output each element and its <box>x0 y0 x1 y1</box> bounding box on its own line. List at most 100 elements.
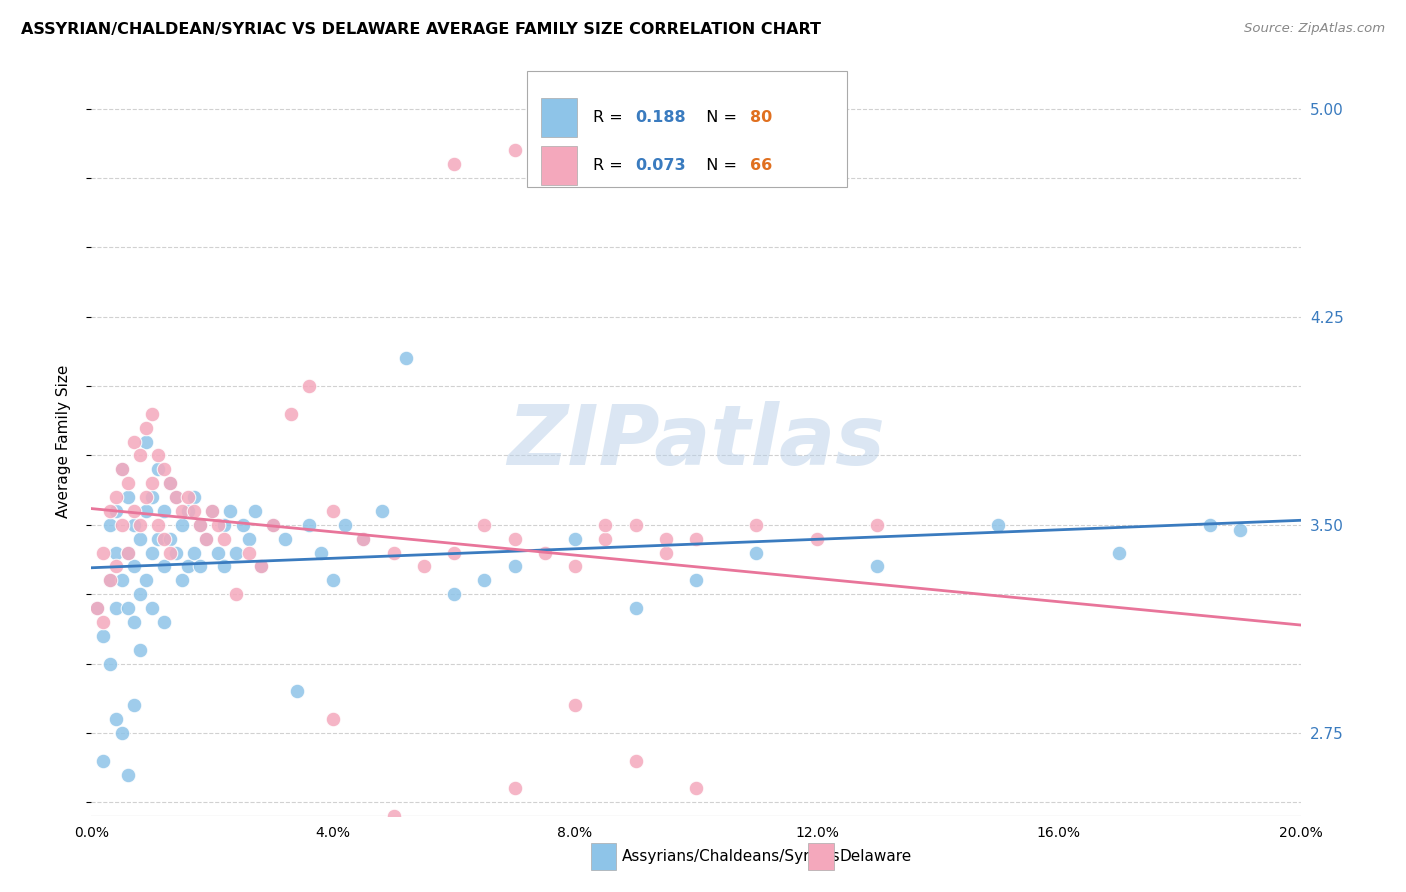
Point <box>322 712 344 726</box>
Point <box>86 601 108 615</box>
Point <box>285 684 308 698</box>
Point <box>104 559 127 574</box>
Point <box>146 449 169 463</box>
Point <box>159 532 181 546</box>
Point <box>322 574 344 588</box>
Point <box>111 462 132 476</box>
Point <box>262 517 284 532</box>
Point <box>98 504 121 518</box>
Point <box>128 642 150 657</box>
Point <box>298 517 321 532</box>
Point <box>122 504 145 518</box>
Point <box>806 532 828 546</box>
Point <box>128 587 150 601</box>
Point <box>413 559 436 574</box>
Point <box>165 545 187 559</box>
Point <box>564 698 586 713</box>
Point <box>146 532 169 546</box>
Point <box>141 476 163 491</box>
Point <box>503 532 526 546</box>
Point <box>188 559 211 574</box>
Point <box>117 601 139 615</box>
Point <box>104 504 127 518</box>
Point <box>159 545 181 559</box>
Point <box>309 545 332 559</box>
Point <box>225 545 247 559</box>
Point <box>122 615 145 629</box>
Point <box>117 490 139 504</box>
Point <box>745 517 768 532</box>
Text: Delaware: Delaware <box>839 849 911 863</box>
Text: 0.073: 0.073 <box>636 159 686 173</box>
Point <box>472 517 495 532</box>
Point <box>159 476 181 491</box>
Point <box>122 434 145 449</box>
Text: R =: R = <box>593 110 628 125</box>
Point <box>98 574 121 588</box>
Point <box>298 379 321 393</box>
Point <box>177 490 200 504</box>
Text: 66: 66 <box>751 159 773 173</box>
Point <box>93 754 115 768</box>
Point <box>195 532 218 546</box>
Point <box>177 504 200 518</box>
Point <box>654 545 676 559</box>
Point <box>141 601 163 615</box>
Point <box>135 574 157 588</box>
Point <box>135 420 157 434</box>
Point <box>595 517 617 532</box>
Point <box>624 517 647 532</box>
Point <box>93 545 115 559</box>
Point <box>352 532 374 546</box>
Point <box>117 545 139 559</box>
Point <box>370 504 392 518</box>
FancyBboxPatch shape <box>527 70 846 186</box>
Point <box>104 545 127 559</box>
Point <box>165 490 187 504</box>
Point <box>443 587 465 601</box>
Point <box>135 504 157 518</box>
Point <box>153 559 176 574</box>
Point <box>135 490 157 504</box>
Point <box>274 532 297 546</box>
Point <box>111 462 132 476</box>
Point <box>352 532 374 546</box>
Text: ZIPatlas: ZIPatlas <box>508 401 884 482</box>
Text: 0.188: 0.188 <box>636 110 686 125</box>
Text: Source: ZipAtlas.com: Source: ZipAtlas.com <box>1244 22 1385 36</box>
Point <box>98 517 121 532</box>
Text: Assyrians/Chaldeans/Syriacs: Assyrians/Chaldeans/Syriacs <box>621 849 839 863</box>
Point <box>624 601 647 615</box>
Point <box>117 476 139 491</box>
Bar <box>541 97 578 136</box>
Point <box>172 517 194 532</box>
Point <box>503 143 526 157</box>
Point <box>153 504 176 518</box>
Y-axis label: Average Family Size: Average Family Size <box>56 365 70 518</box>
Point <box>624 754 647 768</box>
Point <box>214 517 236 532</box>
Point <box>153 532 176 546</box>
Point <box>214 532 236 546</box>
Point <box>280 407 302 421</box>
Point <box>207 545 229 559</box>
Point <box>382 545 405 559</box>
Point <box>98 657 121 671</box>
Point <box>195 532 218 546</box>
Point <box>335 517 357 532</box>
Point <box>104 490 127 504</box>
Point <box>238 545 260 559</box>
Point <box>104 601 127 615</box>
Point <box>159 476 181 491</box>
Point <box>262 517 284 532</box>
Point <box>219 504 242 518</box>
Point <box>141 490 163 504</box>
Point <box>188 517 211 532</box>
Point <box>141 407 163 421</box>
Point <box>201 504 224 518</box>
Point <box>533 545 555 559</box>
Point <box>443 545 465 559</box>
Point <box>93 629 115 643</box>
Point <box>395 351 418 366</box>
Point <box>128 517 150 532</box>
